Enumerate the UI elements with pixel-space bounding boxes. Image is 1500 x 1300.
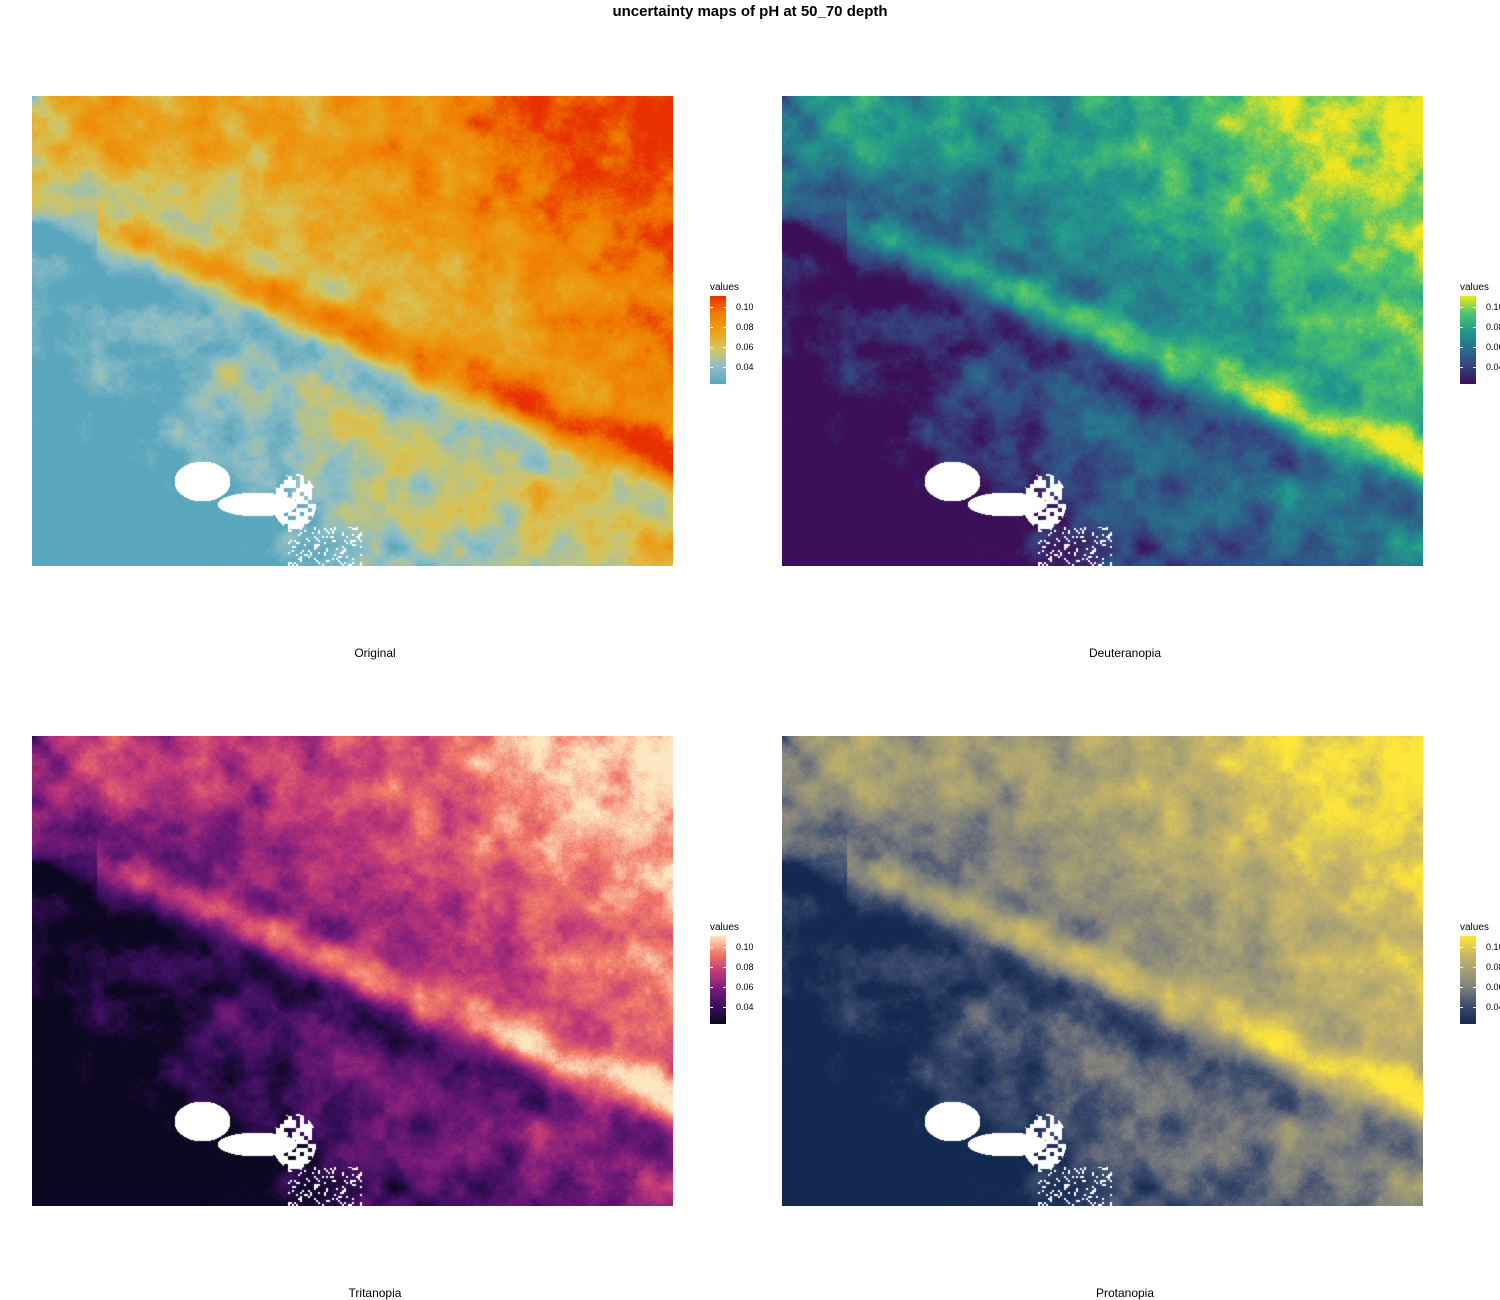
panel-caption: Deuteranopia	[1088, 646, 1162, 660]
legend-tick-label: 0.10	[736, 942, 754, 952]
uncertainty-map-tritanopia	[32, 736, 673, 1206]
panel-tritanopia: values 0.10 0.08 0.06 0.04 Tritanopia	[0, 640, 754, 1300]
legend-tick-label: 0.06	[736, 342, 754, 352]
legend-tick-label: 0.04	[1486, 362, 1500, 372]
legend-colorbar	[1460, 936, 1476, 1024]
panel-caption: Protanopia	[1095, 1286, 1155, 1300]
legend-title: values	[710, 922, 739, 933]
legend-tick-label: 0.10	[1486, 302, 1500, 312]
panel-original: values 0.10 0.08 0.06 0.04 Original	[0, 0, 754, 660]
panel-protanopia: values 0.10 0.08 0.06 0.04 Protanopia	[750, 640, 1500, 1300]
legend-tick-label: 0.08	[1486, 962, 1500, 972]
legend-title: values	[710, 282, 739, 293]
uncertainty-map-original	[32, 96, 673, 566]
legend-tritanopia: values 0.10 0.08 0.06 0.04	[710, 922, 770, 1032]
legend-original: values 0.10 0.08 0.06 0.04	[710, 282, 770, 392]
legend-tick-label: 0.06	[736, 982, 754, 992]
legend-protanopia: values 0.10 0.08 0.06 0.04	[1460, 922, 1500, 1032]
legend-tick-label: 0.10	[736, 302, 754, 312]
panel-deuteranopia: values 0.10 0.08 0.06 0.04 Deuteranopia	[750, 0, 1500, 660]
uncertainty-map-deuteranopia	[782, 96, 1423, 566]
legend-tick-label: 0.04	[1486, 1002, 1500, 1012]
legend-tick-label: 0.10	[1486, 942, 1500, 952]
uncertainty-map-protanopia	[782, 736, 1423, 1206]
legend-tick-label: 0.08	[736, 322, 754, 332]
legend-tick-label: 0.08	[736, 962, 754, 972]
panel-caption: Original	[354, 646, 396, 660]
legend-tick-label: 0.06	[1486, 342, 1500, 352]
legend-tick-label: 0.06	[1486, 982, 1500, 992]
legend-colorbar	[710, 296, 726, 384]
legend-title: values	[1460, 282, 1489, 293]
legend-tick-label: 0.04	[736, 362, 754, 372]
legend-colorbar	[710, 936, 726, 1024]
legend-colorbar	[1460, 296, 1476, 384]
legend-deuteranopia: values 0.10 0.08 0.06 0.04	[1460, 282, 1500, 392]
page-title: uncertainty maps of pH at 50_70 depth	[612, 3, 888, 20]
legend-title: values	[1460, 922, 1489, 933]
panel-caption: Tritanopia	[348, 1286, 402, 1300]
legend-tick-label: 0.04	[736, 1002, 754, 1012]
legend-tick-label: 0.08	[1486, 322, 1500, 332]
